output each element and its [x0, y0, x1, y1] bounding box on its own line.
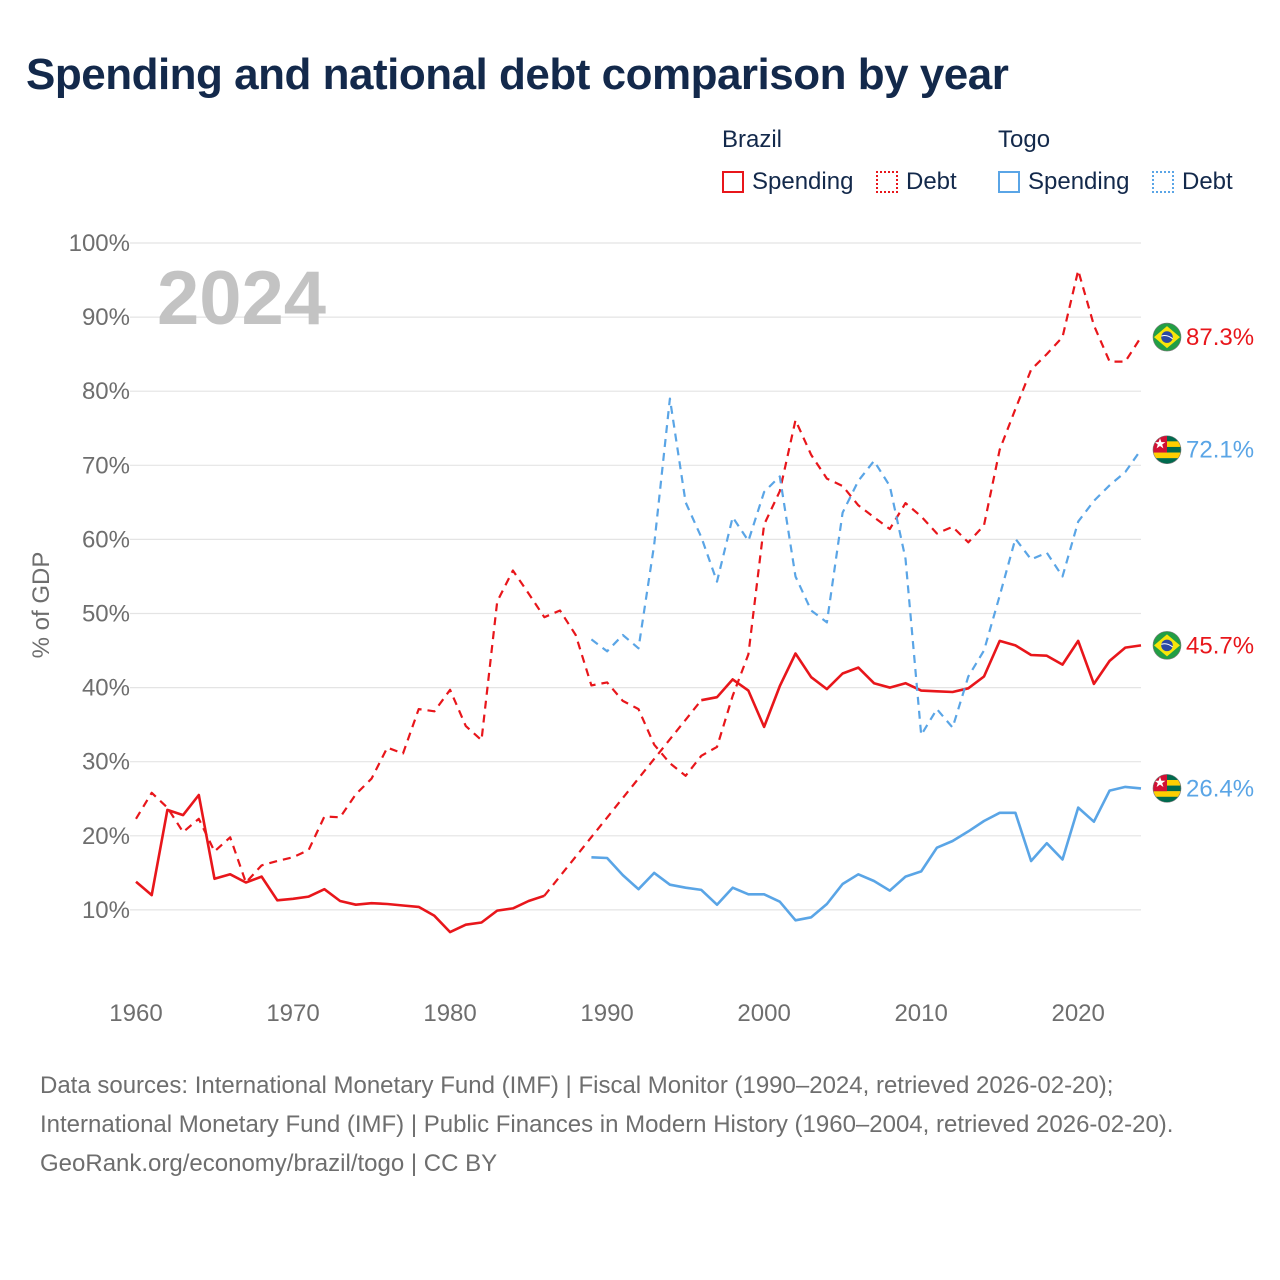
togo-flag-icon [1152, 774, 1182, 803]
year-watermark: 2024 [157, 256, 326, 341]
chart-title: Spending and national debt comparison by… [26, 50, 1009, 99]
y-tick-label: 30% [82, 749, 130, 776]
legend-item-togo-debt[interactable]: Debt [1152, 168, 1233, 196]
x-tick-label: 1990 [580, 1000, 633, 1027]
end-label-brazil-spending: 45.7% [1186, 632, 1254, 659]
dotted-line-swatch [876, 171, 898, 193]
legend-country-brazil: Brazil [722, 126, 783, 153]
x-axis-ticks: 1960 1970 1980 1990 2000 2010 2020 [109, 1000, 1105, 1027]
solid-line-swatch [722, 171, 744, 193]
end-label-togo-spending: 26.4% [1186, 775, 1254, 802]
series-line-brazil-spending[interactable] [135, 793, 545, 934]
x-tick-label: 2000 [737, 1000, 790, 1027]
series-line-brazil-debt[interactable] [135, 269, 1142, 884]
end-label-togo-debt: 72.1% [1186, 437, 1254, 464]
y-tick-label: 90% [82, 304, 130, 331]
legend-item-togo-spending[interactable]: Spending [998, 168, 1129, 196]
credit-link[interactable]: GeoRank.org/economy/brazil/togo | CC BY [40, 1150, 498, 1177]
y-axis-ticks: 10% 20% 30% 40% 50% 60% 70% 80% 90% 100% [69, 230, 130, 924]
footer: Data sources: International Monetary Fun… [40, 1066, 1240, 1183]
x-tick-label: 2020 [1051, 1000, 1104, 1027]
y-tick-label: 100% [69, 230, 130, 257]
legend-item-brazil-spending[interactable]: Spending [722, 168, 853, 196]
y-tick-label: 10% [82, 897, 130, 924]
series-line-togo-debt[interactable] [590, 397, 1142, 737]
line-chart: 10% 20% 30% 40% 50% 60% 70% 80% 90% 100% 1960 1970… [28, 230, 1254, 1027]
legend-label: Debt [1182, 168, 1233, 195]
legend-item-brazil-debt[interactable]: Debt [876, 168, 957, 196]
series-gap-brazil-spending [543, 699, 703, 897]
series-line-brazil-spending[interactable] [701, 639, 1142, 729]
legend-country-togo: Togo [998, 126, 1051, 153]
dotted-line-swatch [1152, 171, 1174, 193]
y-tick-label: 40% [82, 675, 130, 702]
end-labels: 45.7% 87.3% 26.4% 72.1% [1152, 322, 1254, 803]
y-axis-label: % of GDP [28, 552, 55, 659]
legend-label: Debt [906, 168, 957, 195]
x-tick-label: 1960 [109, 1000, 162, 1027]
brazil-flag-icon [1152, 631, 1182, 660]
solid-line-swatch [998, 171, 1020, 193]
y-tick-label: 70% [82, 452, 130, 479]
x-tick-label: 2010 [894, 1000, 947, 1027]
series-line-togo-spending[interactable] [591, 785, 1142, 922]
x-tick-label: 1980 [423, 1000, 476, 1027]
togo-flag-icon [1152, 435, 1182, 465]
x-tick-label: 1970 [266, 1000, 319, 1027]
y-tick-label: 20% [82, 823, 130, 850]
y-tick-label: 80% [82, 378, 130, 405]
end-label-brazil-debt: 87.3% [1186, 324, 1254, 351]
legend-label: Spending [752, 168, 854, 195]
grid-lines [130, 242, 1141, 911]
y-tick-label: 50% [82, 601, 130, 628]
legend-label: Spending [1028, 168, 1130, 195]
series-lines [135, 269, 1142, 934]
brazil-flag-icon [1152, 322, 1182, 352]
data-sources: Data sources: International Monetary Fun… [40, 1072, 1174, 1138]
y-tick-label: 60% [82, 526, 130, 553]
